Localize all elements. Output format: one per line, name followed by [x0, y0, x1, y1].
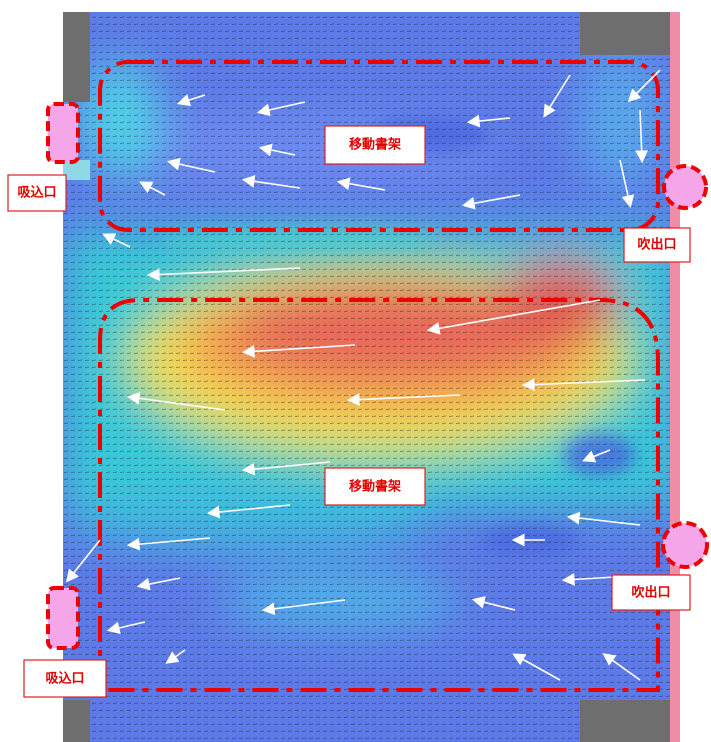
- velocity-field: [63, 12, 680, 742]
- label: 吸込口: [45, 671, 84, 687]
- label: 移動書架: [349, 137, 401, 153]
- label: 吹出口: [637, 237, 676, 253]
- label-box: 移動書架: [325, 126, 425, 164]
- outlet-port: [664, 166, 706, 208]
- label-box: 吸込口: [24, 660, 106, 697]
- label-box: 移動書架: [325, 468, 425, 505]
- label-box: 吹出口: [612, 575, 690, 610]
- label: 吹出口: [631, 585, 670, 601]
- outlet-port: [663, 523, 707, 567]
- inlet-port: [48, 588, 78, 648]
- label: 移動書架: [349, 479, 401, 495]
- label-box: 吹出口: [624, 228, 690, 262]
- inlet-port: [48, 104, 78, 162]
- label: 吸込口: [17, 185, 56, 201]
- airflow-diagram: 移動書架 移動書架 吸込口 吸込口 吹出口 吹出口: [0, 0, 711, 742]
- label-box: 吸込口: [8, 175, 66, 211]
